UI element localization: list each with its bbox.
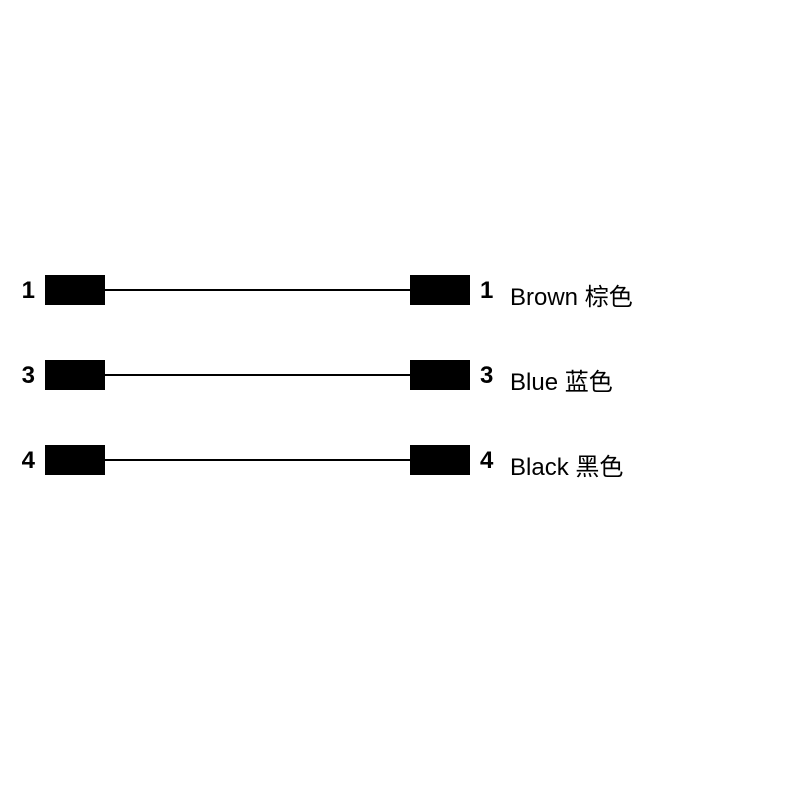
wire-color-zh: 黑色 <box>575 454 623 481</box>
pin-right-label: 1 <box>480 277 493 305</box>
pin-left-label: 3 <box>22 362 35 390</box>
terminal-right <box>410 445 470 475</box>
wiring-diagram: 1 1 Brown 棕色 3 3 Blue 蓝色 4 4 Black 黑色 <box>0 0 800 800</box>
terminal-left <box>45 275 105 305</box>
pin-right-label: 4 <box>480 447 493 475</box>
pin-left-label: 1 <box>22 277 35 305</box>
wire-line <box>105 289 410 291</box>
wire-color-en: Blue <box>510 369 558 396</box>
wire-color-zh: 蓝色 <box>565 369 613 396</box>
wire-color-label: Brown 棕色 <box>510 277 633 312</box>
wire-line <box>105 459 410 461</box>
wire-line <box>105 374 410 376</box>
terminal-left <box>45 445 105 475</box>
pin-left-label: 4 <box>22 447 35 475</box>
wire-color-en: Black <box>510 454 569 481</box>
terminal-right <box>410 360 470 390</box>
terminal-right <box>410 275 470 305</box>
terminal-left <box>45 360 105 390</box>
wire-color-label: Blue 蓝色 <box>510 362 613 397</box>
wire-color-en: Brown <box>510 284 578 311</box>
wire-color-zh: 棕色 <box>585 284 633 311</box>
wire-color-label: Black 黑色 <box>510 447 623 482</box>
pin-right-label: 3 <box>480 362 493 390</box>
